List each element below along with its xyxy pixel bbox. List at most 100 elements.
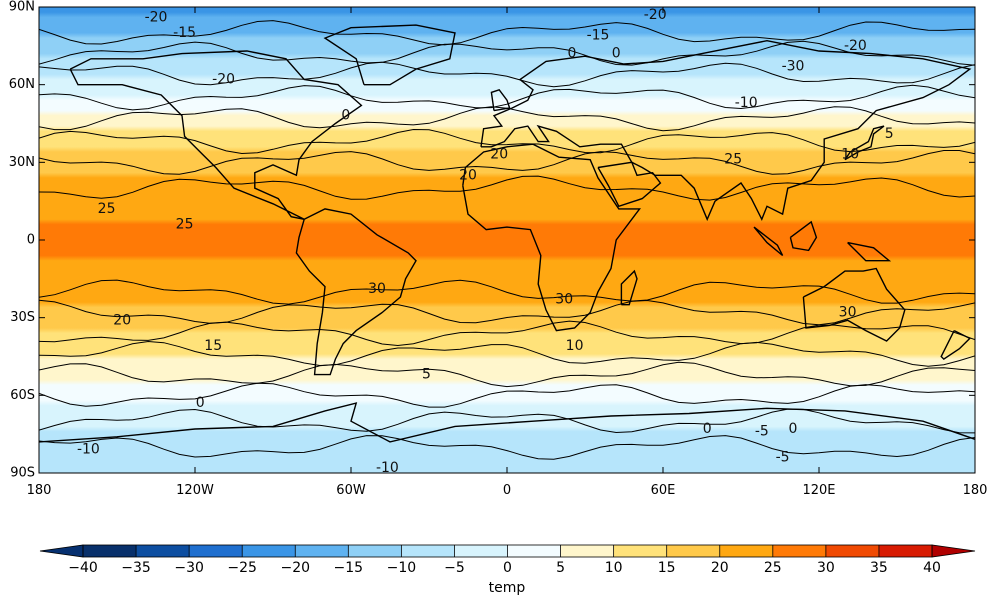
colorbar-tick-label: 15 [658, 560, 676, 576]
colorbar: −40 −35 −30 −25 −20 −15 −10 −5 0 5 10 15 20 25 30 35 40 t… [39, 544, 976, 596]
contour-value-label: -10 [735, 95, 758, 111]
contour-value-label: 0 [568, 46, 577, 62]
colorbar-bin [825, 545, 879, 557]
contour-value-label: -5 [755, 424, 769, 440]
longitude-axis: 180 120W 60W 0 60E 120E 180 [27, 7, 987, 498]
temperature-field [39, 7, 975, 473]
contour-line [39, 84, 975, 111]
contour-value-label: -20 [212, 72, 235, 88]
contour-line [39, 408, 975, 434]
y-tick-label: 60S [10, 388, 35, 403]
contour-line [39, 128, 975, 155]
colorbar-bin [772, 545, 826, 557]
coastline [753, 226, 784, 257]
colorbar-bin [878, 545, 932, 557]
contour-value-label: 5 [885, 126, 894, 142]
colorbar-bin [613, 545, 667, 557]
colorbar-tick-label: −25 [227, 560, 257, 576]
y-tick-label: 90N [9, 0, 35, 15]
coastline [462, 143, 642, 332]
colorbar-tick-label: −15 [334, 560, 364, 576]
contour-value-label: 25 [98, 201, 116, 217]
contour-value-label: 30 [839, 305, 857, 321]
contour-value-label: -15 [587, 28, 610, 44]
coastline [490, 88, 511, 112]
coastlines [39, 24, 975, 443]
x-tick-label: 180 [27, 483, 52, 498]
x-tick-label: 60E [651, 483, 676, 498]
colorbar-under-arrow [39, 544, 84, 558]
contour-value-label: 15 [204, 338, 222, 354]
x-tick-label: 120W [176, 483, 214, 498]
coastline [844, 125, 885, 161]
contour-value-label: -15 [173, 25, 196, 41]
contour-value-label: -10 [376, 460, 399, 476]
colorbar-bin [401, 545, 455, 557]
x-tick-label: 60W [336, 483, 366, 498]
coastline [323, 24, 456, 86]
contour-value-label: -5 [776, 450, 790, 466]
colorbar-bin [242, 545, 296, 557]
contour-line [39, 61, 975, 88]
contour-value-label: 30 [368, 281, 386, 297]
latitude-axis: 90N 60N 30N 0 30S 60S 90S [9, 0, 975, 481]
x-tick-label: 120E [802, 483, 835, 498]
contour-value-label: 0 [341, 108, 350, 124]
colorbar-bin [295, 545, 349, 557]
colorbar-tick-label: 20 [711, 560, 729, 576]
contour-value-label: 25 [176, 217, 194, 233]
y-tick-label: 90S [10, 466, 35, 481]
coastline [39, 402, 975, 443]
colorbar-over-arrow [931, 544, 976, 558]
contour-line [39, 20, 975, 46]
contour-value-label: 25 [724, 152, 742, 168]
contour-value-label: 0 [196, 395, 205, 411]
colorbar-tick-label: −35 [121, 560, 151, 576]
contour-line [39, 340, 975, 367]
contour-value-label: 10 [566, 338, 584, 354]
colorbar-tick-label: 30 [817, 560, 835, 576]
colorbar-tick-label: 25 [764, 560, 782, 576]
colorbar-tick-label: 35 [870, 560, 888, 576]
colorbar-tick-label: −40 [68, 560, 98, 576]
colorbar-label: temp [489, 580, 526, 596]
contour-value-label: 20 [459, 167, 477, 183]
contour-line [39, 435, 975, 460]
contour-value-label: -20 [844, 38, 867, 54]
contour-value-label: -20 [644, 7, 667, 23]
contour-value-label: 10 [841, 147, 859, 163]
contour-value-label: 0 [703, 421, 712, 437]
contour-value-label: -10 [77, 442, 100, 458]
coastline [620, 269, 638, 306]
colorbar-tick-label: −30 [174, 560, 204, 576]
colorbar-bin [666, 545, 720, 557]
colorbar-tick-label: 5 [556, 560, 565, 576]
contour-line [39, 320, 975, 347]
contour-value-label: 5 [422, 367, 431, 383]
coastline [847, 241, 892, 262]
y-tick-label: 30S [10, 310, 35, 325]
contour-line [39, 382, 975, 408]
contour-value-label: 0 [789, 421, 798, 437]
colorbar-bin [560, 545, 614, 557]
coastline [802, 267, 906, 342]
colorbar-tick-label: −5 [444, 560, 465, 576]
colorbar-tick-label: −20 [280, 560, 310, 576]
y-tick-label: 30N [9, 155, 35, 170]
x-tick-label: 0 [503, 483, 511, 498]
contour-line [39, 40, 975, 66]
colorbar-tick-label: 0 [503, 560, 512, 576]
contour-value-label: 0 [612, 46, 621, 62]
coastline [940, 329, 971, 361]
y-tick-label: 0 [27, 233, 35, 248]
contour-line [39, 150, 975, 175]
contour-line [39, 279, 975, 305]
colorbar-bin [136, 545, 190, 557]
colorbar-tick-label: 40 [923, 560, 941, 576]
colorbar-bin [83, 545, 137, 557]
y-tick-label: 60N [9, 77, 35, 92]
colorbar-bin [719, 545, 773, 557]
